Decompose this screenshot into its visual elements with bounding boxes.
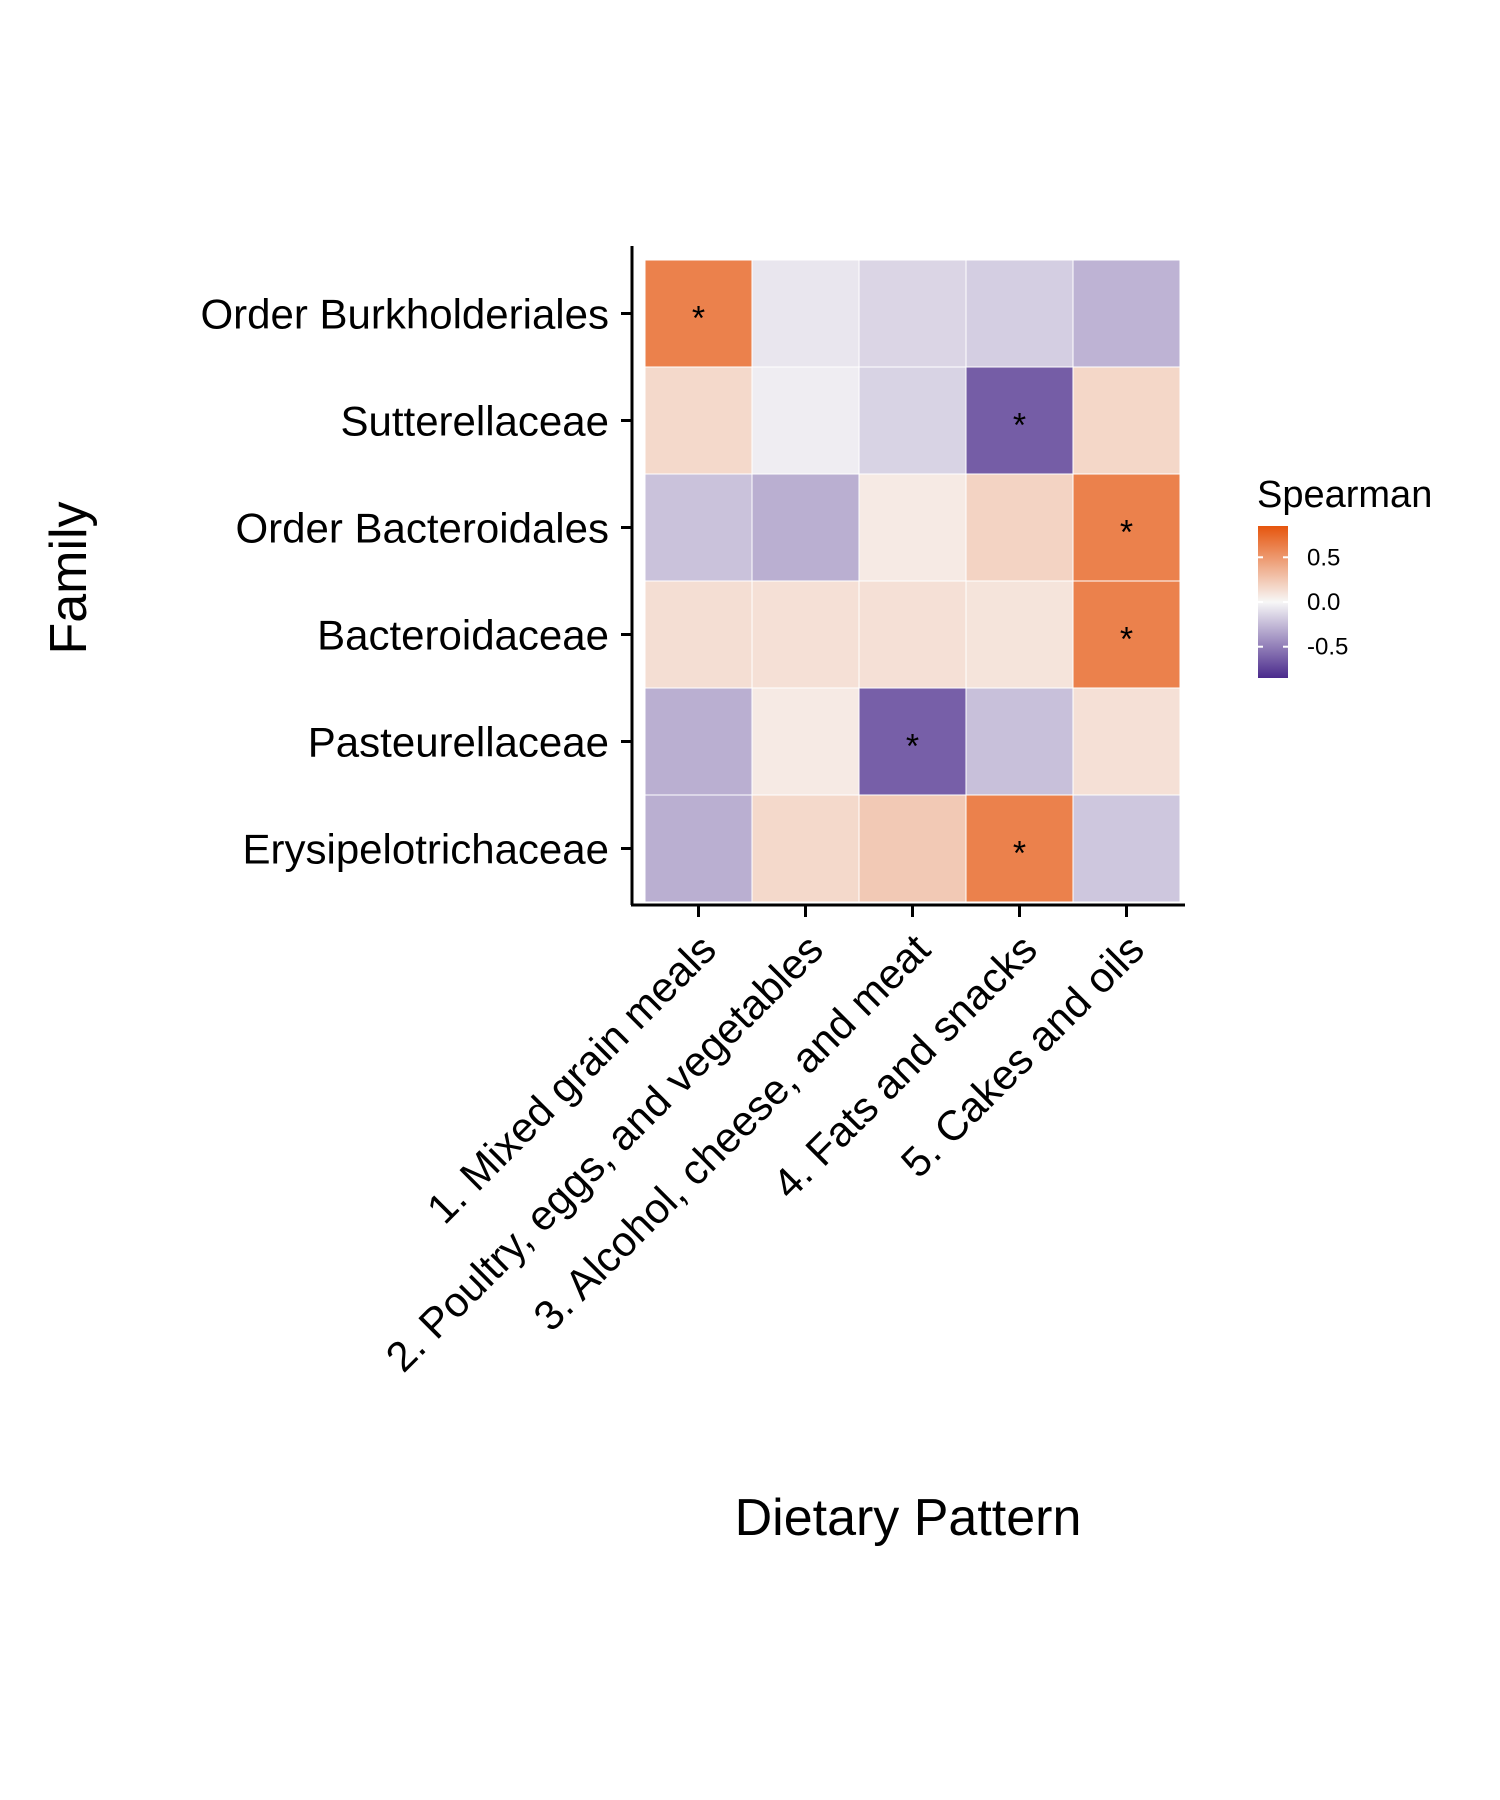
legend-tick-label: 0.0 <box>1307 589 1340 616</box>
y-tick-label: Erysipelotrichaceae <box>242 826 609 873</box>
heatmap-cell <box>644 580 753 689</box>
significance-star: * <box>1013 407 1026 445</box>
heatmap-cell <box>858 580 967 689</box>
heatmap-cell <box>1072 366 1181 475</box>
heatmap-cell <box>751 259 860 368</box>
heatmap-cell <box>644 473 753 582</box>
heatmap-cell <box>965 687 1074 796</box>
heatmap-cell <box>644 687 753 796</box>
heatmap-cell <box>751 794 860 903</box>
color-legend: Spearman 0.5 0.0 -0.5 <box>1257 474 1432 678</box>
x-tick-label: 3. Alcohol, cheese, and meat <box>524 925 939 1340</box>
heatmap-cell <box>644 366 753 475</box>
heatmap-cell <box>858 473 967 582</box>
heatmap-cell <box>965 473 1074 582</box>
legend-tick-label: -0.5 <box>1307 634 1348 661</box>
heatmap-cell <box>1072 580 1181 689</box>
legend-ticks: 0.5 0.0 -0.5 <box>1258 544 1348 661</box>
heatmap-cell <box>751 473 860 582</box>
heatmap-cell <box>1072 473 1181 582</box>
heatmap-cells <box>644 259 1181 903</box>
heatmap-cell <box>644 794 753 903</box>
significance-star: * <box>1013 835 1026 873</box>
x-tick-label: 2. Poultry, eggs, and vegetables <box>377 925 832 1380</box>
y-tick-label: Bacteroidaceae <box>317 612 609 659</box>
y-axis-title: Family <box>40 501 98 654</box>
heatmap-cell <box>965 794 1074 903</box>
heatmap-cell <box>965 580 1074 689</box>
heatmap-cell <box>858 794 967 903</box>
axes <box>630 246 1185 907</box>
heatmap-cell <box>858 687 967 796</box>
heatmap-cell <box>644 259 753 368</box>
heatmap-cell <box>965 366 1074 475</box>
heatmap-cell <box>751 366 860 475</box>
significance-star: * <box>906 728 919 766</box>
y-tick-label: Sutterellaceae <box>340 398 609 445</box>
heatmap-cell <box>858 259 967 368</box>
significance-star: * <box>1120 621 1133 659</box>
heatmap-cell <box>1072 259 1181 368</box>
heatmap-cell <box>751 580 860 689</box>
y-tick-label: Pasteurellaceae <box>308 719 609 766</box>
significance-star: * <box>692 300 705 338</box>
significance-markers: * * * * * * <box>692 300 1133 873</box>
heatmap-cell <box>858 366 967 475</box>
heatmap-cell <box>1072 794 1181 903</box>
y-tick-label: Order Bacteroidales <box>235 505 609 552</box>
legend-title: Spearman <box>1257 474 1432 516</box>
significance-star: * <box>1120 514 1133 552</box>
x-axis-title: Dietary Pattern <box>735 1489 1082 1547</box>
legend-tick-label: 0.5 <box>1307 544 1340 571</box>
heatmap-cell <box>751 687 860 796</box>
heatmap-cell <box>965 259 1074 368</box>
y-tick-labels: Order Burkholderiales Sutterellaceae Order… <box>200 291 632 873</box>
y-tick-label: Order Burkholderiales <box>200 291 609 338</box>
heatmap-cell <box>1072 687 1181 796</box>
